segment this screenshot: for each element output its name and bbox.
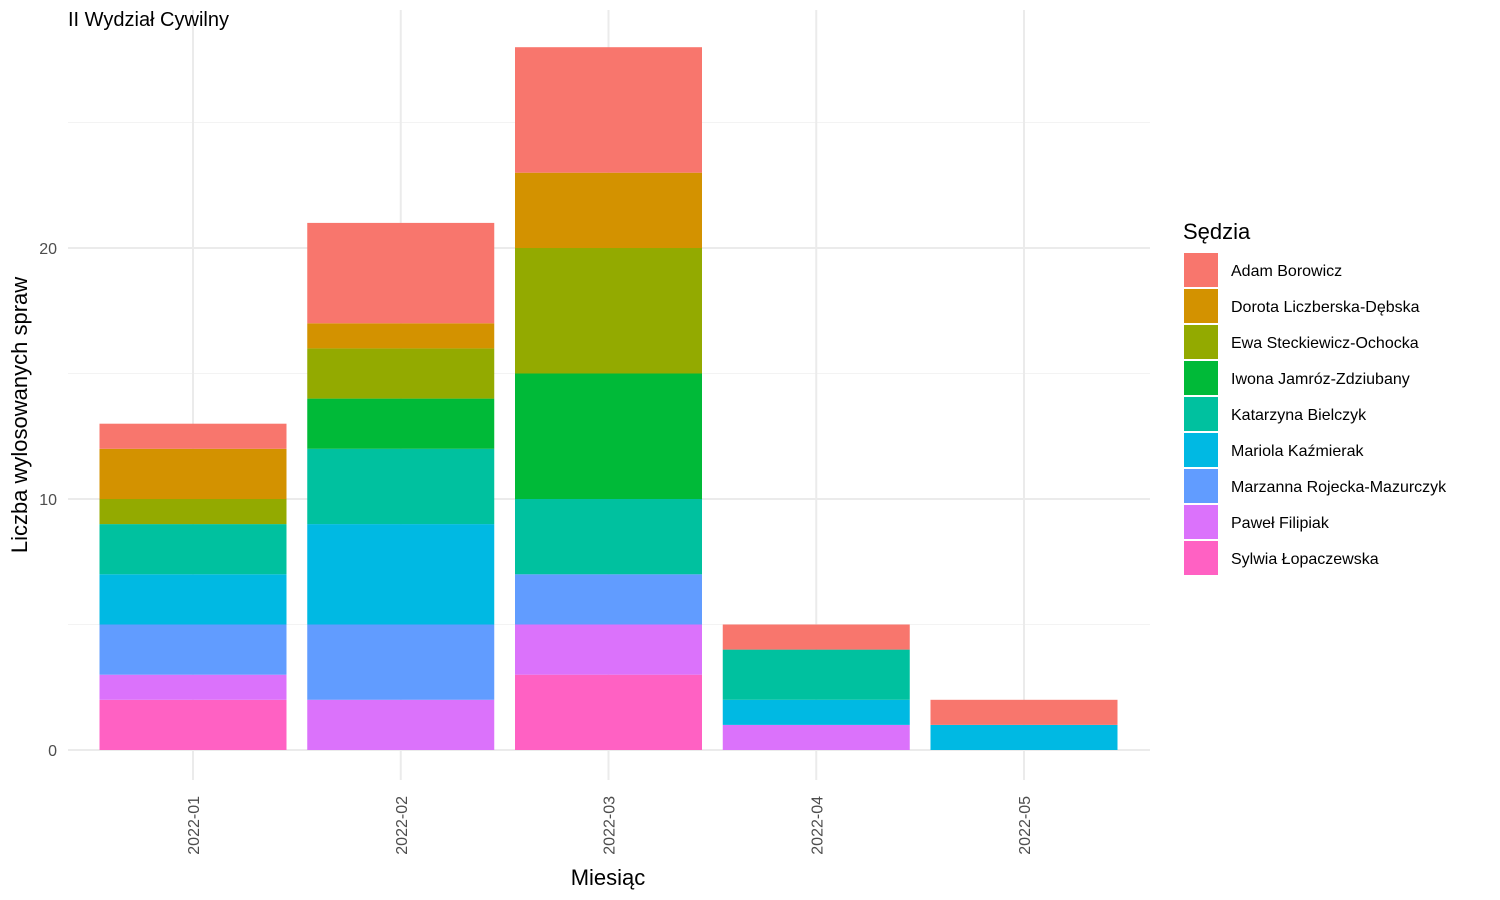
bar-segment xyxy=(307,448,495,525)
bar-segment xyxy=(722,724,910,750)
legend: Sędzia Adam Borowicz Dorota Liczberska-Dę… xyxy=(1183,219,1447,575)
legend-label: Katarzyna Bielczyk xyxy=(1231,407,1367,424)
legend-item: Adam Borowicz xyxy=(1184,253,1342,287)
x-axis-title: Miesiąc xyxy=(571,865,646,890)
x-tick-label: 2022-01 xyxy=(186,796,203,855)
bar-segment xyxy=(515,674,702,750)
legend-item: Marzanna Rojecka-Mazurczyk xyxy=(1184,469,1447,503)
legend-item: Katarzyna Bielczyk xyxy=(1184,397,1367,431)
bar-segment xyxy=(515,574,702,625)
bar-segment xyxy=(930,724,1118,750)
y-axis-title: Liczba wylosowanych spraw xyxy=(7,277,32,553)
bar-segment xyxy=(722,699,910,725)
bar-segment xyxy=(307,624,495,700)
bar-segment xyxy=(307,699,495,750)
bar-segment xyxy=(722,649,910,700)
legend-item: Ewa Steckiewicz-Ochocka xyxy=(1184,325,1419,359)
y-tick-label: 0 xyxy=(48,743,57,760)
bar-segment xyxy=(307,398,495,449)
bar-segment xyxy=(515,172,702,248)
legend-item: Sylwia Łopaczewska xyxy=(1184,541,1379,575)
legend-key xyxy=(1184,397,1218,431)
bar-segment xyxy=(99,524,287,575)
bar-segment xyxy=(99,499,287,525)
legend-label: Mariola Kaźmierak xyxy=(1231,443,1364,460)
bar-segment xyxy=(515,624,702,675)
legend-label: Marzanna Rojecka-Mazurczyk xyxy=(1231,479,1447,496)
legend-label: Sylwia Łopaczewska xyxy=(1231,551,1379,568)
legend-item: Paweł Filipiak xyxy=(1184,505,1330,539)
legend-label: Dorota Liczberska-Dębska xyxy=(1231,299,1420,316)
bar-segment xyxy=(307,348,495,399)
bar-segment xyxy=(307,222,495,324)
y-tick-label: 10 xyxy=(39,492,57,509)
bar-segment xyxy=(307,524,495,625)
x-tick-label: 2022-04 xyxy=(809,796,826,855)
x-tick-label: 2022-05 xyxy=(1017,796,1034,855)
legend-key xyxy=(1184,469,1218,503)
bar-segment xyxy=(99,423,287,449)
chart-title: II Wydział Cywilny xyxy=(68,9,229,31)
bar-segment xyxy=(307,323,495,349)
legend-item: Mariola Kaźmierak xyxy=(1184,433,1364,467)
bar-segment xyxy=(515,373,702,499)
bar-segment xyxy=(99,448,287,499)
legend-key xyxy=(1184,541,1218,575)
bar-segment xyxy=(515,47,702,173)
legend-label: Adam Borowicz xyxy=(1231,263,1342,280)
y-tick-label: 20 xyxy=(39,241,57,258)
legend-key xyxy=(1184,433,1218,467)
legend-key xyxy=(1184,505,1218,539)
bars xyxy=(99,47,1118,750)
legend-key xyxy=(1184,289,1218,323)
bar-segment xyxy=(99,699,287,750)
legend-label: Iwona Jamróz-Zdziubany xyxy=(1231,371,1410,388)
legend-item: Iwona Jamróz-Zdziubany xyxy=(1184,361,1410,395)
bar-segment xyxy=(99,674,287,700)
bar-segment xyxy=(515,248,702,374)
bar-segment xyxy=(515,499,702,575)
x-axis-ticks: 2022-01 2022-02 2022-03 2022-04 2022-05 xyxy=(186,796,1034,855)
legend-items: Adam Borowicz Dorota Liczberska-Dębska Ewa… xyxy=(1184,253,1447,575)
bar-segment xyxy=(99,624,287,675)
legend-item: Dorota Liczberska-Dębska xyxy=(1184,289,1420,323)
legend-label: Ewa Steckiewicz-Ochocka xyxy=(1231,335,1419,352)
legend-title: Sędzia xyxy=(1183,219,1251,244)
legend-label: Paweł Filipiak xyxy=(1231,515,1330,532)
bar-segment xyxy=(722,624,910,650)
legend-key xyxy=(1184,325,1218,359)
bar-segment xyxy=(99,574,287,625)
bar-segment xyxy=(930,699,1118,725)
legend-key xyxy=(1184,361,1218,395)
y-axis-ticks: 0 10 20 xyxy=(39,241,57,760)
x-tick-label: 2022-03 xyxy=(602,796,619,855)
legend-key xyxy=(1184,253,1218,287)
x-tick-label: 2022-02 xyxy=(394,796,411,855)
